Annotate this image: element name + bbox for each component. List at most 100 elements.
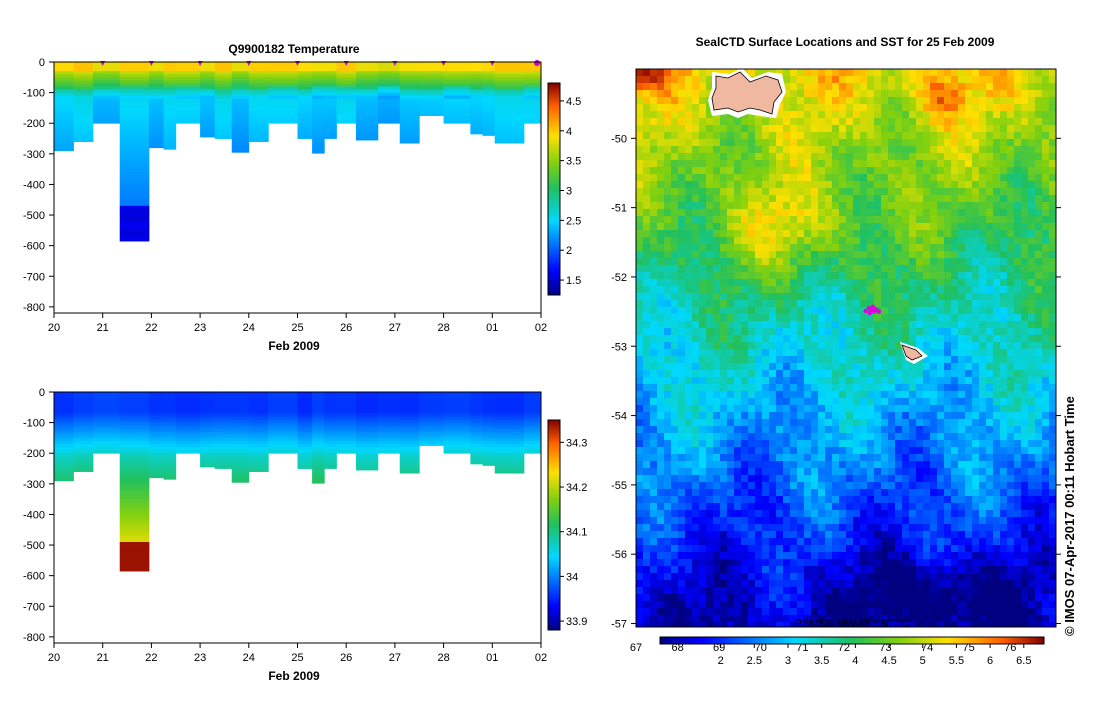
temperature-cell xyxy=(312,145,325,148)
sst-cell xyxy=(692,356,699,363)
sst-cell xyxy=(748,454,755,461)
sst-cell xyxy=(1028,377,1035,384)
sst-cell xyxy=(832,447,839,454)
temperature-cell xyxy=(356,80,378,83)
sst-cell xyxy=(853,118,860,125)
sst-cell xyxy=(986,272,993,279)
sst-cell xyxy=(706,384,713,391)
sst-cell xyxy=(783,426,790,433)
sst-cell xyxy=(650,307,657,314)
temperature-cell xyxy=(120,224,150,227)
sst-cell xyxy=(1000,419,1007,426)
sst-cell xyxy=(664,125,671,132)
salinity-cell xyxy=(120,456,150,459)
sst-cell xyxy=(832,111,839,118)
sst-cell xyxy=(1028,216,1035,223)
salinity-cell xyxy=(336,413,356,416)
salinity-cell xyxy=(495,420,525,423)
x-tick-label: 02 xyxy=(535,322,547,334)
sst-cell xyxy=(1049,412,1056,419)
sst-cell xyxy=(657,321,664,328)
sst-cell xyxy=(1007,419,1014,426)
sst-cell xyxy=(685,223,692,230)
sst-cell xyxy=(636,160,643,167)
sst-cell xyxy=(951,223,958,230)
sst-cell xyxy=(748,398,755,405)
temperature-cell xyxy=(378,80,400,83)
sst-cell xyxy=(986,356,993,363)
sst-cell xyxy=(916,139,923,146)
temperature-cell xyxy=(120,111,150,114)
sst-cell xyxy=(1014,258,1021,265)
temperature-cell xyxy=(176,105,201,108)
salinity-cell xyxy=(419,398,444,401)
sst-cell xyxy=(895,454,902,461)
sst-cell xyxy=(888,265,895,272)
sst-cell xyxy=(1000,377,1007,384)
sst-cell xyxy=(881,258,888,265)
sst-cell xyxy=(727,223,734,230)
sst-cell xyxy=(818,272,825,279)
sst-cell xyxy=(867,132,874,139)
sst-cell xyxy=(734,195,741,202)
sst-cell xyxy=(783,342,790,349)
sst-cell xyxy=(958,223,965,230)
sst-cell xyxy=(741,237,748,244)
sst-cell xyxy=(748,426,755,433)
sst-cell xyxy=(804,202,811,209)
sst-cell xyxy=(839,426,846,433)
temperature-cell xyxy=(298,80,313,83)
sst-cell xyxy=(734,398,741,405)
x-tick-label: 01 xyxy=(486,652,498,664)
temperature-cell xyxy=(324,120,337,123)
temperature-cell xyxy=(470,123,483,126)
salinity-cell xyxy=(483,392,496,395)
sst-cell xyxy=(797,111,804,118)
sst-cell xyxy=(965,398,972,405)
sst-cell xyxy=(979,202,986,209)
sst-cell xyxy=(797,90,804,97)
temperature-cell xyxy=(312,117,325,120)
sst-cell xyxy=(993,468,1000,475)
sst-cell xyxy=(727,286,734,293)
sst-cell xyxy=(881,230,888,237)
sst-cell xyxy=(762,342,769,349)
sst-cell xyxy=(685,335,692,342)
sst-cell xyxy=(776,335,783,342)
sst-cell xyxy=(671,251,678,258)
sst-cell xyxy=(958,160,965,167)
salinity-cell xyxy=(419,395,444,398)
temperature-cell xyxy=(54,99,74,102)
sst-cell xyxy=(1049,272,1056,279)
temperature-cell xyxy=(444,93,471,96)
sst-cell xyxy=(685,83,692,90)
sst-cell xyxy=(797,265,804,272)
sst-cell xyxy=(930,195,937,202)
sst-cell xyxy=(769,153,776,160)
salinity-cell xyxy=(268,444,298,447)
sst-cell xyxy=(986,307,993,314)
sst-cell xyxy=(678,139,685,146)
sst-cell xyxy=(734,475,741,482)
sst-cell xyxy=(909,111,916,118)
sst-cell xyxy=(902,405,909,412)
sst-cell xyxy=(636,265,643,272)
sst-cell xyxy=(790,69,797,76)
sst-cell xyxy=(895,230,902,237)
sst-cell xyxy=(986,111,993,118)
sst-cell xyxy=(699,349,706,356)
sst-cell xyxy=(699,223,706,230)
sst-cell xyxy=(979,83,986,90)
temperature-cell xyxy=(54,120,74,123)
sst-cell xyxy=(650,468,657,475)
salinity-cell xyxy=(336,444,356,447)
temperature-cell xyxy=(120,236,150,239)
sst-cell xyxy=(860,181,867,188)
sst-cell xyxy=(958,370,965,377)
sst-cell xyxy=(860,461,867,468)
sst-cell xyxy=(993,384,1000,391)
sst-cell xyxy=(713,272,720,279)
sst-cell xyxy=(1035,440,1042,447)
sst-cell xyxy=(804,244,811,251)
sst-cell xyxy=(685,237,692,244)
